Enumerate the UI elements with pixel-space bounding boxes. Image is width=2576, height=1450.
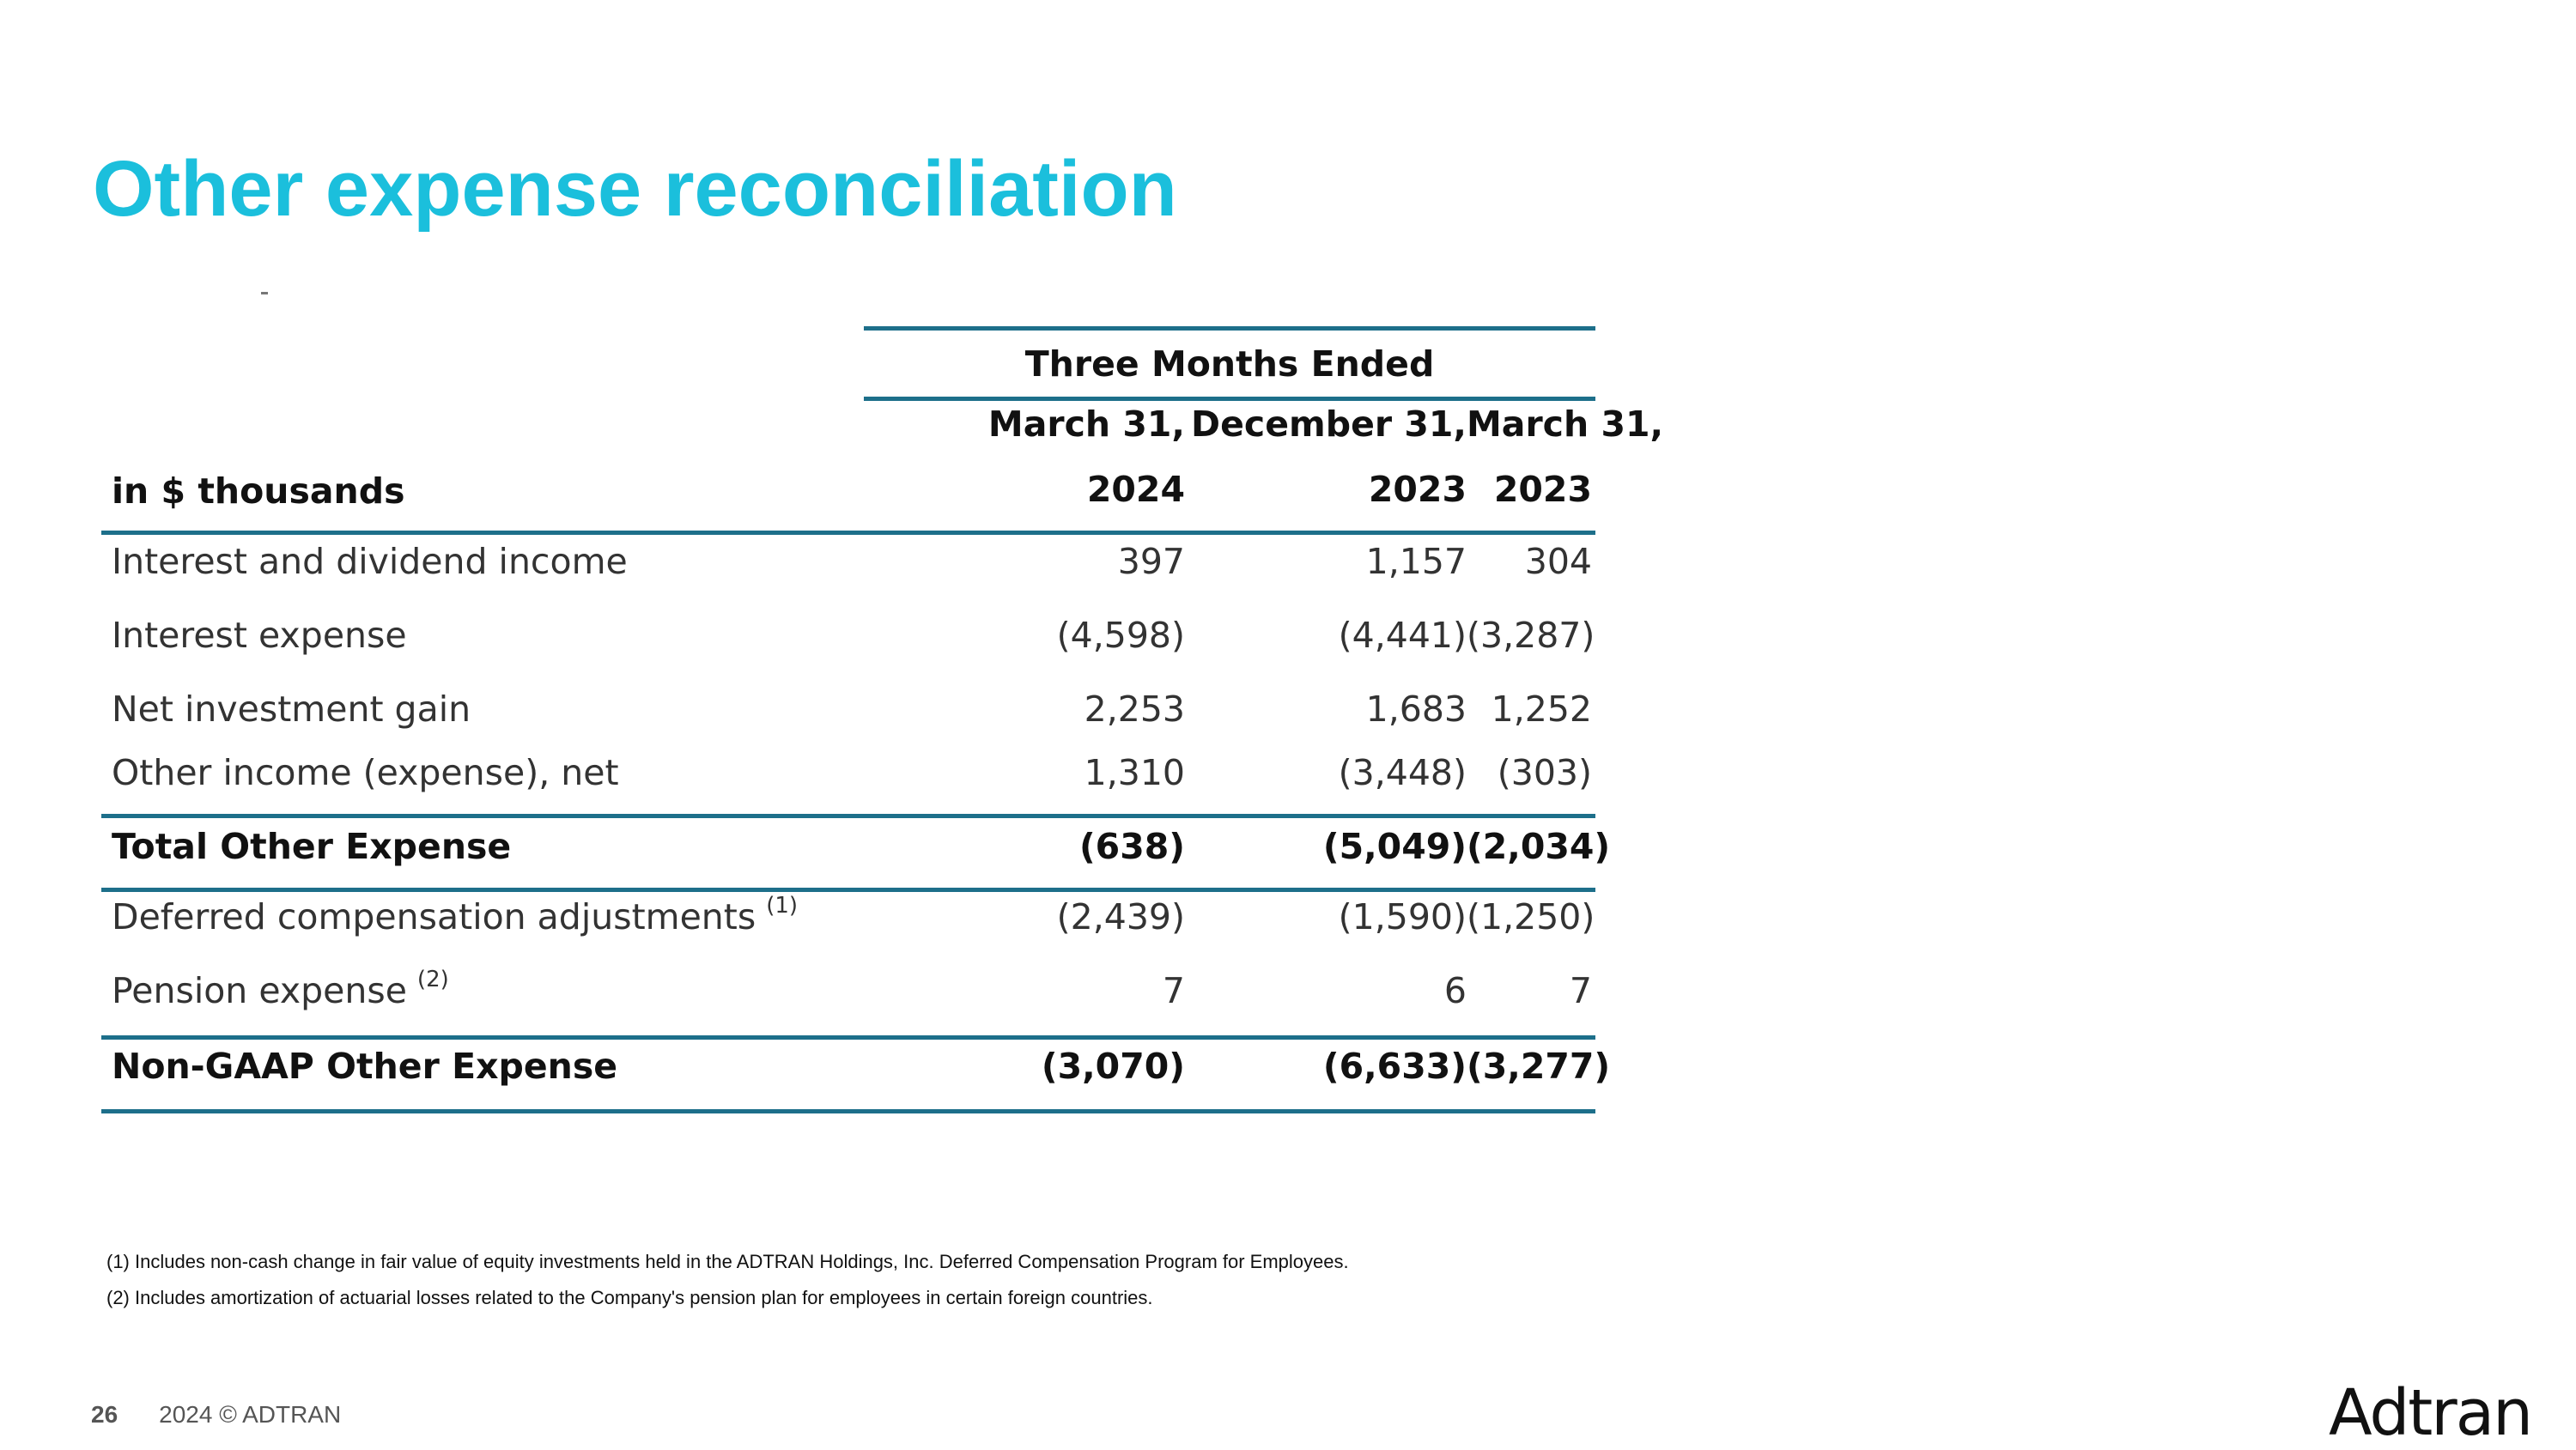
row-value-mar-2024: 7 — [1162, 970, 1185, 1011]
row-value-dec-2023: (4,441) — [1338, 615, 1467, 656]
row-label: Total Other Expense — [112, 826, 512, 867]
row-value-mar-2023: 7 — [1569, 970, 1592, 1011]
row-value-mar-2024: (2,439) — [1056, 896, 1185, 937]
table-rule — [101, 1035, 1595, 1040]
units-label: in $ thousands — [112, 470, 405, 512]
table-rule — [101, 1109, 1595, 1113]
row-value-dec-2023: 1,157 — [1365, 541, 1467, 582]
decorative-dash — [261, 292, 268, 294]
table-rule — [101, 888, 1595, 892]
table-row: Deferred compensation adjustments (1) (2,… — [101, 893, 1595, 948]
copyright: 2024 © ADTRAN — [159, 1401, 342, 1428]
row-label: Non-GAAP Other Expense — [112, 1046, 618, 1087]
row-value-mar-2023: 1,252 — [1491, 689, 1592, 730]
column-header-1-line1: March 31, — [987, 403, 1185, 445]
column-header-3-line1: March 31, — [1467, 403, 1664, 445]
table-row: Net investment gain 2,253 1,683 1,252 — [101, 689, 1595, 740]
column-header-2-line1: December 31, — [1191, 403, 1467, 445]
row-value-mar-2024: (638) — [1078, 826, 1185, 867]
row-value-mar-2023: (303) — [1497, 752, 1592, 793]
row-label: Interest expense — [112, 615, 407, 656]
table-row: Interest expense (4,598) (4,441) (3,287) — [101, 615, 1595, 666]
table-row: Pension expense (2) 7 6 7 — [101, 967, 1595, 1022]
table-row: Interest and dividend income 397 1,157 3… — [101, 541, 1595, 592]
table-rule — [101, 531, 1595, 535]
slide-footer: 26 2024 © ADTRAN — [91, 1401, 341, 1429]
footnote-1: (1) Includes non-cash change in fair val… — [106, 1251, 1349, 1272]
column-header-2-line2: 2023 — [1368, 469, 1467, 510]
row-value-mar-2024: 1,310 — [1084, 752, 1185, 793]
footnote-marker: (1) — [766, 893, 799, 919]
table-rule — [101, 814, 1595, 818]
row-value-mar-2023: (1,250) — [1467, 896, 1595, 937]
row-value-mar-2023: (3,277) — [1467, 1046, 1611, 1087]
row-value-mar-2023: 304 — [1524, 541, 1592, 582]
row-label: Deferred compensation adjustments (1) — [112, 893, 799, 937]
row-value-dec-2023: (3,448) — [1338, 752, 1467, 793]
column-header-1-line2: 2024 — [1086, 469, 1185, 510]
row-value-mar-2024: 2,253 — [1084, 689, 1185, 730]
row-label: Interest and dividend income — [112, 541, 628, 582]
row-value-dec-2023: 1,683 — [1365, 689, 1467, 730]
adtran-logo: Adtran — [2329, 1376, 2533, 1450]
row-value-dec-2023: 6 — [1443, 970, 1467, 1011]
row-value-mar-2024: (3,070) — [1041, 1046, 1185, 1087]
page-title: Other expense reconciliation — [93, 145, 1177, 233]
table-group-header: Three Months Ended — [864, 326, 1595, 401]
table-row-total: Non-GAAP Other Expense (3,070) (6,633) (… — [101, 1046, 1611, 1097]
footnote-2: (2) Includes amortization of actuarial l… — [106, 1287, 1153, 1308]
row-label: Pension expense (2) — [112, 967, 449, 1011]
row-value-dec-2023: (6,633) — [1322, 1046, 1467, 1087]
row-value-mar-2023: (3,287) — [1467, 615, 1595, 656]
row-value-dec-2023: (1,590) — [1338, 896, 1467, 937]
footnote-marker: (2) — [416, 967, 449, 992]
row-value-mar-2024: 397 — [1117, 541, 1185, 582]
row-value-dec-2023: (5,049) — [1322, 826, 1467, 867]
table-row-total: Total Other Expense (638) (5,049) (2,034… — [101, 826, 1611, 877]
table-row: Other income (expense), net 1,310 (3,448… — [101, 752, 1595, 804]
row-value-mar-2023: (2,034) — [1467, 826, 1611, 867]
row-label: Net investment gain — [112, 689, 471, 730]
column-header-3-line2: 2023 — [1493, 469, 1592, 510]
page-number: 26 — [91, 1401, 118, 1428]
row-value-mar-2024: (4,598) — [1056, 615, 1185, 656]
row-label: Other income (expense), net — [112, 752, 619, 793]
